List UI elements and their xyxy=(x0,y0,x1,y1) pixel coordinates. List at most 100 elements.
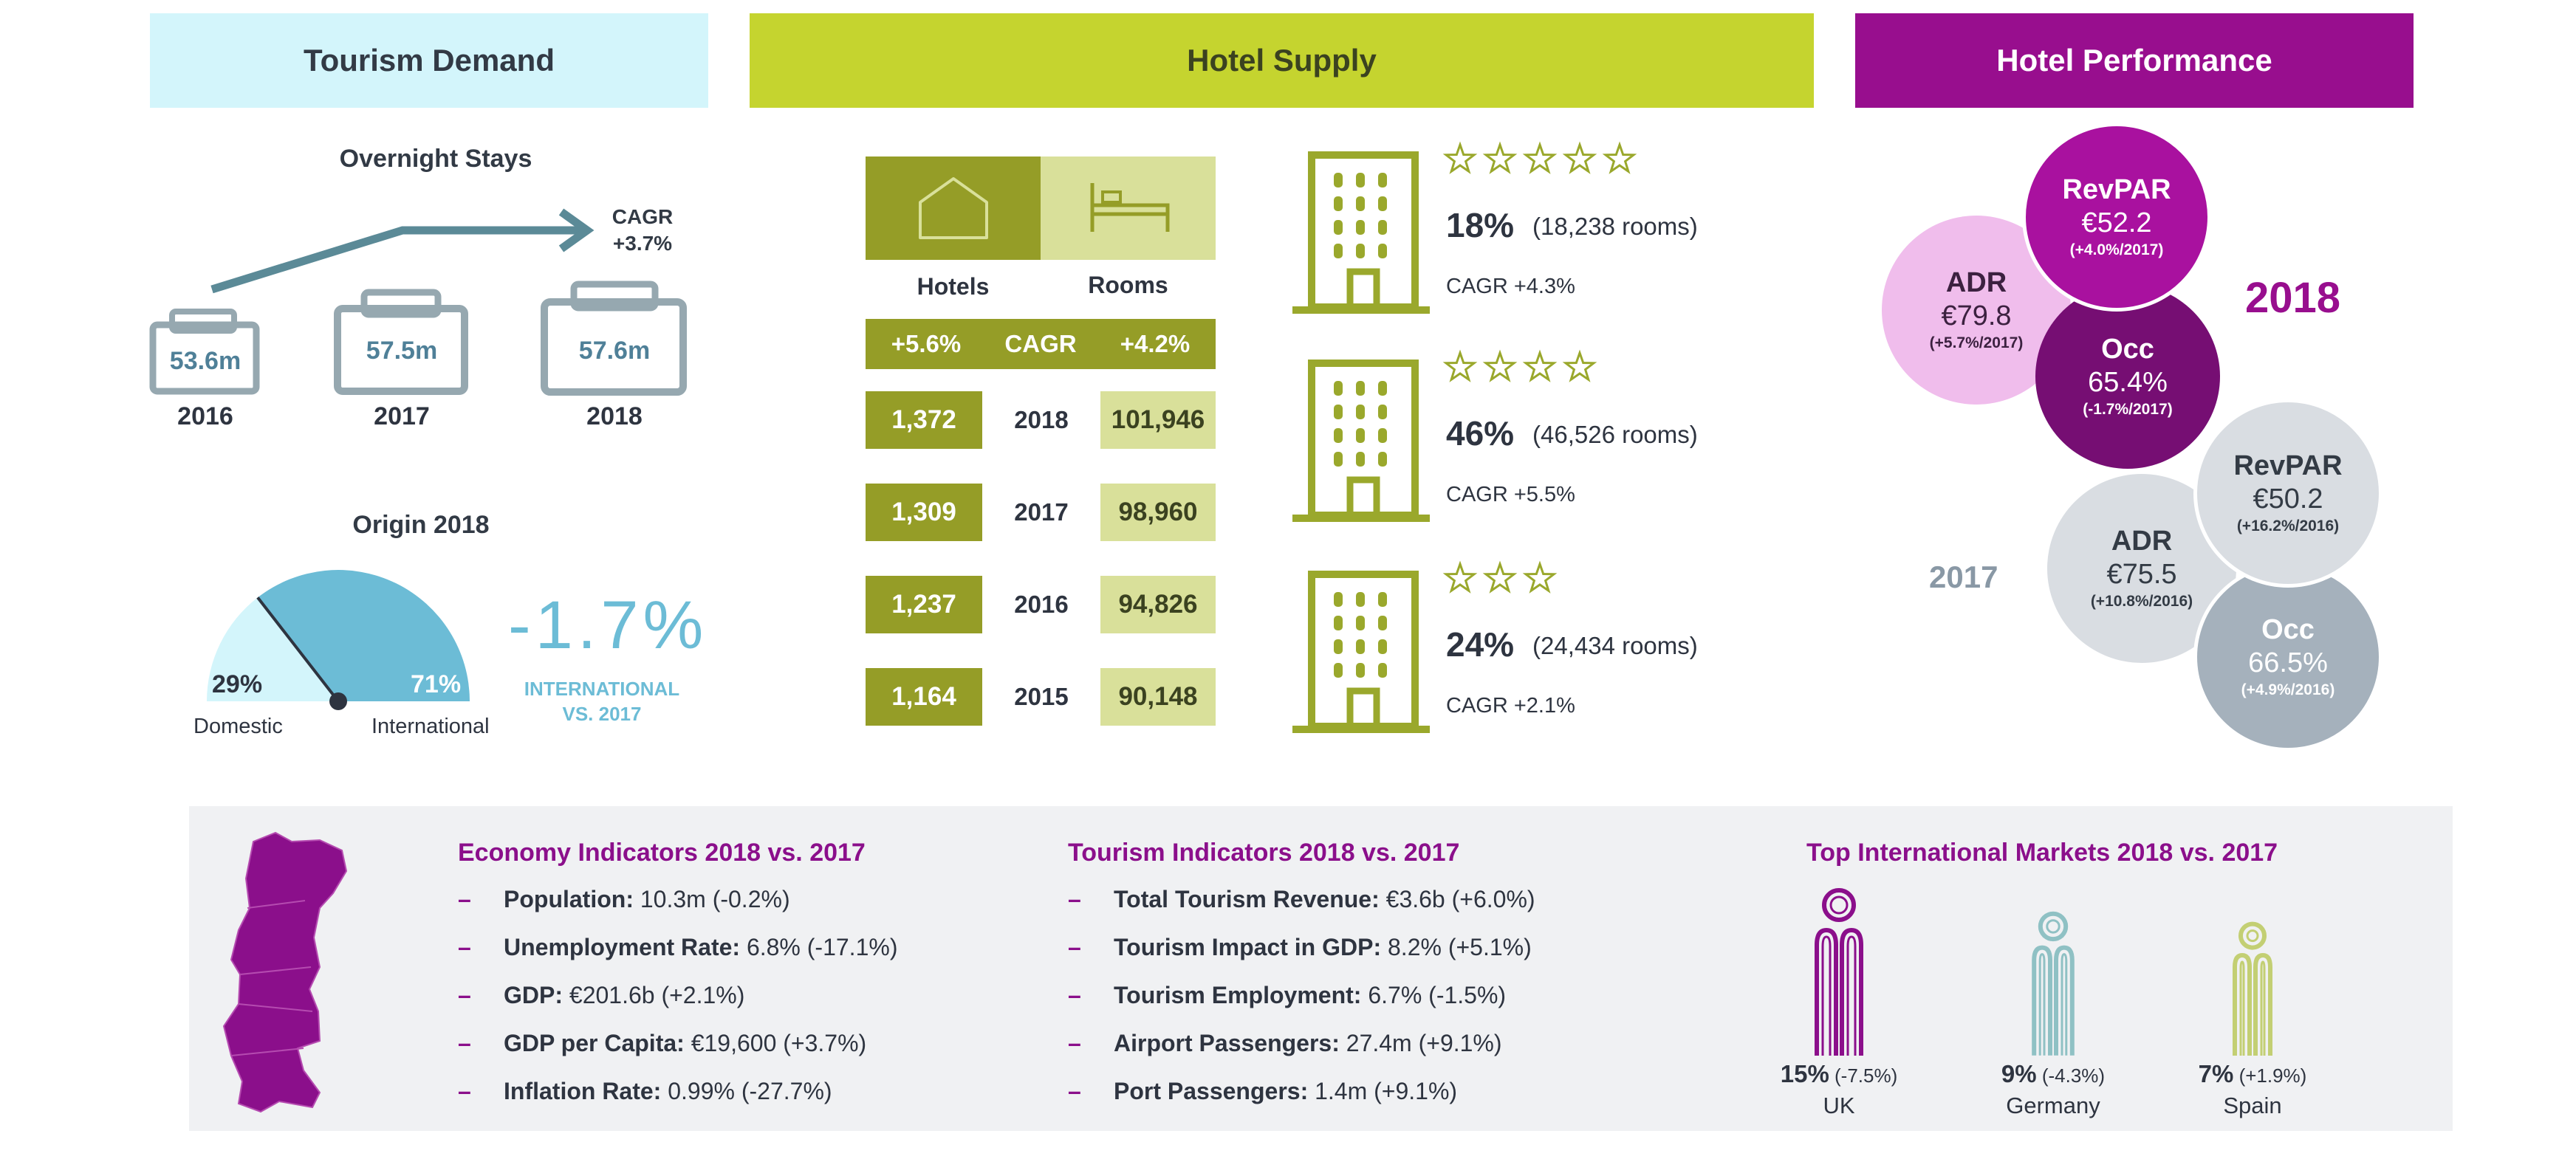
star-icon xyxy=(1482,141,1518,174)
origin-domestic-label: Domestic xyxy=(193,715,283,738)
indicator-row: – Tourism Impact in GDP: 8.2% (+5.1%) xyxy=(1068,934,1532,961)
revpar-2017-title: RevPAR xyxy=(2233,450,2343,481)
hotels-cagr: +5.6% xyxy=(891,330,962,357)
revpar-2018-value: €52.2 xyxy=(2081,207,2152,238)
revpar-2018-bubble: RevPAR €52.2 (+4.0%/2017) xyxy=(2022,123,2211,312)
origin-international-label: International xyxy=(371,715,490,738)
indicator-label: Total Tourism Revenue: xyxy=(1114,886,1380,912)
occ-2018-title: Occ xyxy=(2101,334,2154,365)
market-name: Germany xyxy=(2006,1093,2100,1118)
origin-title: Origin 2018 xyxy=(352,511,490,539)
star-icon xyxy=(1602,141,1637,174)
bullet-dash-icon: – xyxy=(458,886,471,912)
cagr-bar xyxy=(866,319,1216,369)
suitcase-2017-icon xyxy=(334,289,468,395)
supply-year-2016: 2016 xyxy=(1014,591,1069,618)
bullet-dash-icon: – xyxy=(458,934,471,960)
market-change: (-4.3%) xyxy=(2036,1065,2106,1087)
indicator-row: – Unemployment Rate: 6.8% (-17.1%) xyxy=(458,934,897,961)
hotels-count-2015: 1,164 xyxy=(866,668,982,726)
rooms-icon-box xyxy=(1041,157,1216,260)
supply-year-2017: 2017 xyxy=(1014,498,1069,526)
star-icon xyxy=(1442,560,1478,594)
star-icon xyxy=(1562,349,1597,382)
indicator-row: – GDP: €201.6b (+2.1%) xyxy=(458,982,744,1009)
origin-international-pct: 71% xyxy=(411,670,462,698)
hotels-count-2018: 1,372 xyxy=(866,391,982,449)
indicator-row: – Port Passengers: 1.4m (+9.1%) xyxy=(1068,1078,1457,1105)
star-icon xyxy=(1562,141,1597,174)
indicator-row: – Population: 10.3m (-0.2%) xyxy=(458,886,790,913)
gauge-needle xyxy=(256,596,340,703)
market-name: Spain xyxy=(2223,1093,2282,1118)
overnight-cagr-value: +3.7% xyxy=(612,232,673,255)
bullet-dash-icon: – xyxy=(458,982,471,1008)
rooms-cagr: +4.2% xyxy=(1120,330,1191,357)
rooms-label: Rooms xyxy=(1088,272,1168,298)
revpar-2017-value: €50.2 xyxy=(2253,484,2323,515)
origin-domestic-pct: 29% xyxy=(212,670,263,698)
indicator-label: Population: xyxy=(504,886,634,912)
market-change: (-7.5%) xyxy=(1829,1065,1898,1087)
indicator-label: Port Passengers: xyxy=(1114,1078,1309,1104)
suitcase-2018-icon xyxy=(541,281,687,396)
indicator-value: €3.6b (+6.0%) xyxy=(1379,886,1535,912)
star-icon xyxy=(1442,349,1478,382)
indicator-label: Unemployment Rate: xyxy=(504,934,741,960)
star-icon xyxy=(1522,349,1558,382)
market-share: 7% (+1.9%) xyxy=(2157,1060,2349,1088)
indicator-value: 6.8% (-17.1%) xyxy=(740,934,898,960)
indicator-label: GDP per Capita: xyxy=(504,1030,685,1056)
adr-2018-value: €79.8 xyxy=(1941,300,2012,331)
indicator-row: – Airport Passengers: 27.4m (+9.1%) xyxy=(1068,1030,1502,1057)
supply-cagr-label: CAGR xyxy=(1004,330,1077,357)
building-icon xyxy=(1292,151,1430,314)
gauge-international-slice xyxy=(257,570,470,701)
hotel-supply-header: Hotel Supply xyxy=(750,13,1814,108)
tourism-demand-title: Tourism Demand xyxy=(304,43,555,78)
market-pct: 15% xyxy=(1780,1060,1829,1087)
category-share: 18% xyxy=(1446,206,1515,244)
tourism-demand-header: Tourism Demand xyxy=(150,13,708,108)
hotels-count-2016: 1,237 xyxy=(866,576,982,633)
indicator-row: – Tourism Employment: 6.7% (-1.5%) xyxy=(1068,982,1506,1009)
person-icon xyxy=(2233,921,2272,1056)
market-share: 9% (-4.3%) xyxy=(1957,1060,2149,1088)
market-pct: 9% xyxy=(2001,1060,2037,1087)
indicator-value: 6.7% (-1.5%) xyxy=(1361,982,1507,1008)
star-rating-icon xyxy=(1442,349,1597,382)
bullet-dash-icon: – xyxy=(458,1030,471,1056)
bed-icon xyxy=(1090,183,1170,232)
market-pct: 7% xyxy=(2198,1060,2234,1087)
market-name: UK xyxy=(1823,1093,1855,1118)
revpar-2017-bubble: RevPAR €50.2 (+16.2%/2016) xyxy=(2193,399,2383,588)
occ-2018-bubble: Occ 65.4% (-1.7%/2017) xyxy=(2035,284,2220,469)
star-icon xyxy=(1522,560,1558,594)
category-cagr: CAGR +5.5% xyxy=(1446,483,1575,506)
origin-gauge xyxy=(207,570,470,710)
indicator-value: 1.4m (+9.1%) xyxy=(1308,1078,1458,1104)
market-change: (+1.9%) xyxy=(2233,1065,2307,1087)
star-icon xyxy=(1442,141,1478,174)
indicators-panel xyxy=(189,806,2453,1131)
origin-change-value: -1.7% xyxy=(508,588,708,663)
supply-year-2018: 2018 xyxy=(1014,406,1069,433)
indicator-value: 0.99% (-27.7%) xyxy=(661,1078,832,1104)
gauge-domestic-slice xyxy=(207,597,338,701)
indicator-row: – Inflation Rate: 0.99% (-27.7%) xyxy=(458,1078,832,1105)
indicator-value: €19,600 (+3.7%) xyxy=(684,1030,867,1056)
supply-year-2015: 2015 xyxy=(1014,683,1069,710)
category-rooms: (24,434 rooms) xyxy=(1532,632,1698,659)
adr-2017-value: €75.5 xyxy=(2106,559,2177,590)
occ-2018-value: 65.4% xyxy=(2088,367,2168,398)
rooms-count-2018: 101,946 xyxy=(1100,391,1216,449)
category-rooms: (46,526 rooms) xyxy=(1532,421,1698,448)
occ-2017-value: 66.5% xyxy=(2248,647,2328,678)
person-icon xyxy=(1815,888,1863,1056)
occ-2018-change: (-1.7%/2017) xyxy=(2083,401,2173,418)
occ-2017-title: Occ xyxy=(2261,614,2315,645)
overnight-value-2018: 57.6m xyxy=(578,337,651,365)
hotels-count-2017: 1,309 xyxy=(866,484,982,541)
rooms-count-2017: 98,960 xyxy=(1100,484,1216,541)
indicator-row: – Total Tourism Revenue: €3.6b (+6.0%) xyxy=(1068,886,1535,913)
